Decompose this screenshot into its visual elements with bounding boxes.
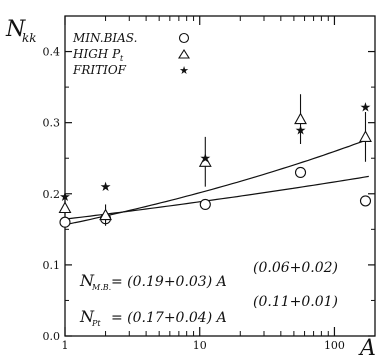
legend-label-min-bias: MIN.BIAS.	[72, 31, 137, 45]
y-axis-label: N	[5, 17, 26, 42]
fit-line-mb	[64, 175, 369, 220]
plot-frame	[64, 15, 376, 337]
legend-label-fritiof: FRITIOF	[72, 63, 127, 77]
fit-line-pt	[64, 138, 370, 226]
y-tick-label: 0.4	[43, 46, 61, 59]
high-pt-point	[99, 208, 112, 221]
high-pt-point	[198, 155, 212, 167]
y-tick-label: 0.2	[43, 188, 61, 201]
x-tick-label: 10	[193, 339, 207, 352]
min-bias-point	[59, 216, 71, 228]
fritiof-point: ★	[59, 190, 71, 205]
min-bias-point	[359, 195, 372, 207]
legend-marker-circle	[178, 32, 190, 44]
x-axis-label: A	[358, 336, 376, 361]
axis-ticks: 0.0 0.1 0.2 0.3 0.4 1 10 100	[43, 15, 376, 352]
high-pt-point	[359, 130, 372, 142]
fit-formula-mb: N M.B. = (0.19+0.03) A (0.06+0.02)	[79, 260, 338, 292]
fit-pt-subscript: Pt	[91, 319, 101, 328]
legend: MIN.BIAS. HIGH P t FRITIOF ★	[72, 31, 190, 77]
data-markers: ★ ★ ★ ★ ★	[58, 94, 372, 228]
x-tick-label: 1	[62, 339, 69, 352]
legend-marker-triangle	[178, 48, 190, 59]
fit-formula-pt: N Pt = (0.17+0.04) A (0.11+0.01)	[79, 294, 338, 328]
min-bias-point	[199, 198, 211, 210]
min-bias-point	[294, 166, 307, 178]
high-pt-point	[58, 201, 72, 214]
fit-pt-exponent: (0.11+0.01)	[253, 294, 338, 310]
y-tick-label: 0.0	[43, 330, 61, 343]
fritiof-point: ★	[360, 101, 372, 116]
fit-mb-rhs: = (0.19+0.03) A	[111, 274, 227, 290]
fit-lines	[64, 138, 370, 226]
high-pt-point	[294, 112, 307, 125]
legend-label-high-pt-subscript: t	[120, 54, 124, 63]
y-tick-label: 0.1	[43, 259, 61, 272]
fritiof-point: ★	[295, 123, 307, 138]
y-tick-label: 0.3	[43, 117, 61, 130]
fritiof-point: ★	[199, 152, 211, 167]
fit-mb-lhs: N	[79, 271, 95, 290]
legend-marker-star: ★	[179, 64, 189, 77]
fit-pt-rhs: = (0.17+0.04) A	[111, 310, 227, 326]
x-tick-label: 100	[324, 339, 345, 352]
fritiof-point: ★	[100, 180, 112, 195]
fit-pt-lhs: N	[79, 307, 95, 326]
legend-label-high-pt: HIGH P	[72, 47, 121, 61]
fit-mb-subscript: M.B.	[91, 283, 111, 292]
fit-mb-exponent: (0.06+0.02)	[253, 260, 338, 276]
y-axis-label-subscript: kk	[22, 31, 37, 45]
